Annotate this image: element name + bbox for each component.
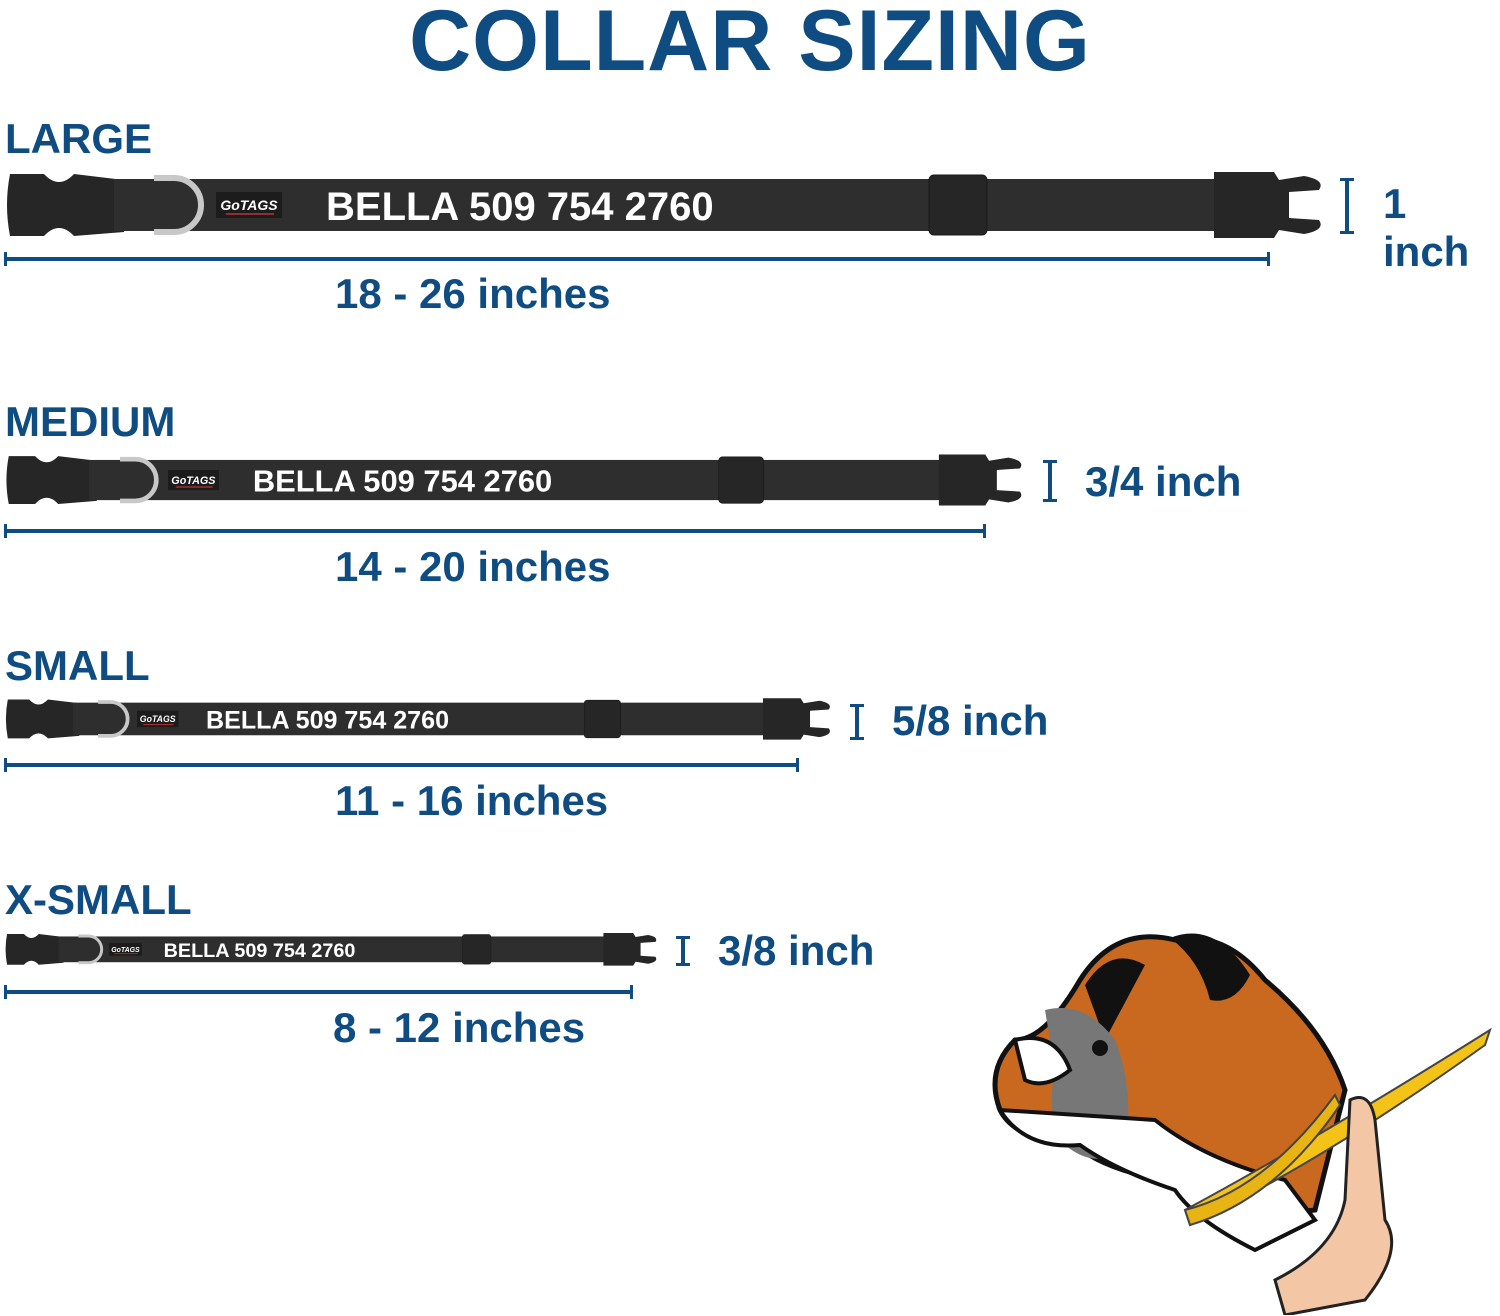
engraving-text: BELLA 509 754 2760 bbox=[206, 706, 449, 734]
size-label: SMALL bbox=[5, 642, 150, 689]
d-ring bbox=[78, 934, 104, 965]
d-ring bbox=[98, 700, 130, 738]
size-label: LARGE bbox=[5, 115, 152, 162]
slide-keeper bbox=[718, 456, 764, 504]
collar-strap bbox=[114, 179, 1224, 231]
gotags-logo: GoTAGS bbox=[111, 947, 140, 954]
slide-keeper bbox=[928, 174, 988, 236]
collar-illustration: GoTAGS BELLA 509 754 2760 bbox=[5, 932, 657, 966]
buckle-female bbox=[5, 933, 64, 965]
width-bracket-icon bbox=[1340, 178, 1354, 234]
collar-illustration: GoTAGS BELLA 509 754 2760 bbox=[7, 172, 1321, 238]
collar-width: 1 inch bbox=[1383, 180, 1470, 275]
buckle-male bbox=[603, 932, 657, 966]
d-ring bbox=[120, 456, 159, 504]
length-range: 14 - 20 inches bbox=[335, 543, 611, 590]
width-bracket-icon bbox=[850, 704, 864, 740]
collar-width: 5/8 inch bbox=[892, 697, 1049, 744]
engraving-text: BELLA 509 754 2760 bbox=[164, 940, 356, 962]
length-range: 11 - 16 inches bbox=[335, 777, 609, 824]
collar-strap bbox=[58, 936, 609, 963]
engraving-text: BELLA 509 754 2760 bbox=[326, 185, 714, 229]
size-label: MEDIUM bbox=[5, 398, 176, 445]
width-bracket-icon bbox=[1043, 460, 1057, 502]
length-range: 18 - 26 inches bbox=[335, 270, 611, 317]
size-label: X-SMALL bbox=[5, 876, 192, 923]
gotags-logo: GoTAGS bbox=[171, 475, 216, 487]
collar-width: 3/4 inch bbox=[1085, 458, 1242, 505]
length-line bbox=[4, 524, 986, 538]
buckle-female bbox=[5, 699, 80, 739]
buckle-male bbox=[1214, 172, 1321, 238]
boxer-dog-measuring-illustration bbox=[992, 933, 1492, 1315]
collar-strap bbox=[89, 459, 947, 501]
length-range: 8 - 12 inches bbox=[333, 1004, 586, 1051]
slide-keeper bbox=[583, 699, 621, 739]
page-title: COLLAR SIZING bbox=[409, 0, 1091, 89]
gotags-logo: GoTAGS bbox=[140, 714, 176, 724]
collar-width: 3/8 inch bbox=[718, 927, 875, 974]
collar-strap bbox=[73, 702, 770, 736]
buckle-male bbox=[762, 698, 830, 740]
width-bracket-icon bbox=[676, 936, 690, 966]
buckle-female bbox=[7, 174, 124, 236]
collar-illustration: GoTAGS BELLA 509 754 2760 bbox=[6, 454, 1022, 506]
length-line bbox=[4, 758, 799, 772]
gotags-logo: GoTAGS bbox=[220, 197, 278, 213]
slide-keeper bbox=[462, 934, 492, 965]
buckle-male bbox=[938, 454, 1022, 506]
d-ring bbox=[154, 175, 204, 235]
collar-illustration: GoTAGS BELLA 509 754 2760 bbox=[5, 698, 830, 740]
length-line bbox=[4, 985, 633, 999]
engraving-text: BELLA 509 754 2760 bbox=[253, 464, 552, 499]
buckle-female bbox=[6, 456, 97, 504]
length-line bbox=[4, 252, 1270, 266]
